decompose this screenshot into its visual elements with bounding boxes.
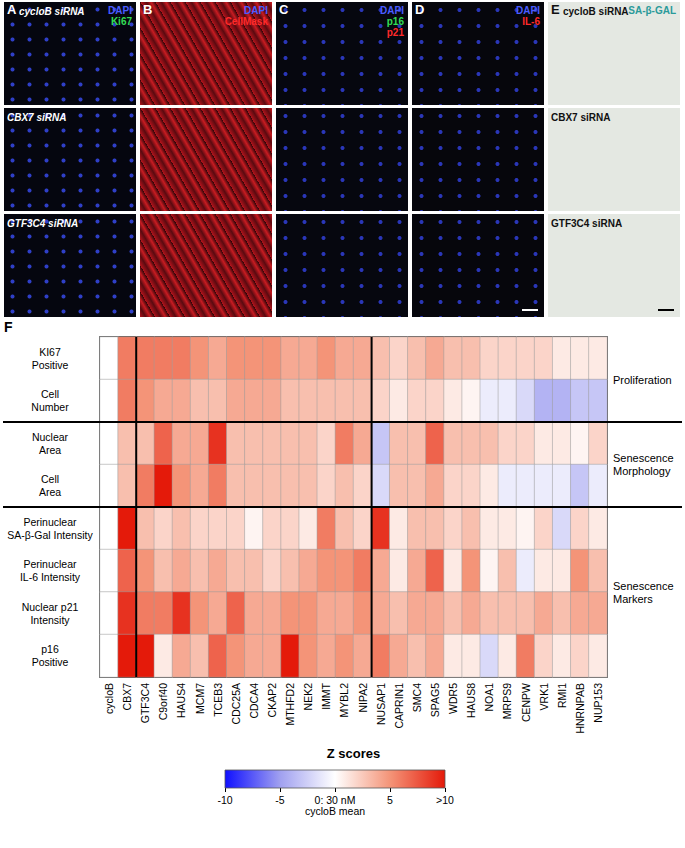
html-text:Ki67: Ki67 [110,16,132,27]
svg-text:-10: -10 [217,794,232,806]
html-text:C: C [279,2,289,17]
html-text:A cycloB siRNA: A cycloB siRNA [7,2,85,17]
html-text:GTF3C4 siRNA: GTF3C4 siRNA [551,218,623,229]
svg-text:IL-6 Intensity: IL-6 Intensity [20,571,81,583]
html-text:DAPI: DAPI [380,5,404,16]
svg-text:Perinuclear: Perinuclear [23,558,77,570]
svg-text:CDCA4: CDCA4 [248,683,260,719]
svg-text:MCM7: MCM7 [194,683,206,714]
html-text:DAPI: DAPI [516,5,540,16]
svg-text:Z scores: Z scores [327,746,380,761]
svg-text:GTF3C4: GTF3C4 [139,683,151,723]
svg-text:Morphology: Morphology [613,465,671,477]
svg-text:KI67: KI67 [39,346,61,358]
svg-text:Intensity: Intensity [30,614,70,626]
svg-text:Area: Area [39,444,61,456]
svg-text:WDR5: WDR5 [447,683,459,714]
svg-text:HAUS8: HAUS8 [465,683,477,718]
svg-text:Positive: Positive [32,656,69,668]
svg-text:NOA1: NOA1 [483,683,495,712]
svg-text:Proliferation: Proliferation [613,374,672,386]
svg-text:MRPS9: MRPS9 [501,683,513,719]
svg-text:Cell: Cell [41,388,59,400]
svg-text:Positive: Positive [32,359,69,371]
svg-text:NUP153: NUP153 [592,683,604,723]
svg-text:5: 5 [387,794,393,806]
html-text:D: D [415,2,425,17]
svg-text:Area: Area [39,486,61,498]
svg-text:SA-β-Gal Intensity: SA-β-Gal Intensity [7,529,93,541]
svg-text:Senescence: Senescence [613,452,674,464]
svg-text:HNRNPAB: HNRNPAB [574,683,586,734]
html-text:CellMask: CellMask [224,16,268,27]
svg-text:-5: -5 [275,794,284,806]
svg-text:CBX7: CBX7 [121,683,133,711]
svg-text:C9orf40: C9orf40 [157,683,169,721]
svg-text:TCEB3: TCEB3 [212,683,224,717]
svg-text:Number: Number [31,401,69,413]
html-text:E cycloB siRNA SA-β-GAL: E cycloB siRNA SA-β-GAL [551,2,676,17]
html-text:CBX7 siRNA: CBX7 siRNA [551,112,611,123]
svg-text:MTHFD2: MTHFD2 [284,683,296,726]
svg-text:SMC4: SMC4 [411,683,423,712]
html-text:CBX7 siRNA: CBX7 siRNA [7,112,67,123]
svg-text:Markers: Markers [613,593,653,605]
svg-text:Nuclear p21: Nuclear p21 [22,601,79,613]
html-text:DAPI: DAPI [244,5,268,16]
html-text:p21: p21 [386,27,404,38]
svg-text:CKAP2: CKAP2 [266,683,278,718]
svg-text:Perinuclear: Perinuclear [23,516,77,528]
svg-text:cycloB: cycloB [103,683,115,714]
svg-text:HAUS4: HAUS4 [175,683,187,718]
svg-text:0: 30 nM: 0: 30 nM [314,793,356,806]
svg-text:CAPRIN1: CAPRIN1 [393,683,405,729]
html-text:IL-6: IL-6 [522,16,540,27]
html-text:GTF3C4 siRNA: GTF3C4 siRNA [7,218,79,229]
svg-text:NIPA2: NIPA2 [357,683,369,713]
svg-text:>10: >10 [436,794,454,806]
svg-text:SPAG5: SPAG5 [429,683,441,717]
svg-text:CDC25A: CDC25A [230,683,242,724]
html-text:p16: p16 [386,16,404,27]
svg-text:IMMT: IMMT [320,682,332,709]
html-text:DAPI: DAPI [108,5,132,16]
svg-text:RMI1: RMI1 [556,683,568,708]
svg-text:F: F [4,319,13,335]
svg-text:VRK1: VRK1 [538,683,550,711]
svg-text:p16: p16 [41,643,59,655]
html-text:B: B [143,2,153,17]
svg-text:Nuclear: Nuclear [32,431,69,443]
svg-text:NUSAP1: NUSAP1 [375,683,387,725]
svg-text:cycloB mean: cycloB mean [305,805,365,817]
svg-text:Cell: Cell [41,473,59,485]
svg-text:MYBL2: MYBL2 [338,683,350,718]
svg-text:NEK2: NEK2 [302,683,314,711]
svg-text:Senescence: Senescence [613,580,674,592]
svg-text:CENPW: CENPW [520,683,532,722]
